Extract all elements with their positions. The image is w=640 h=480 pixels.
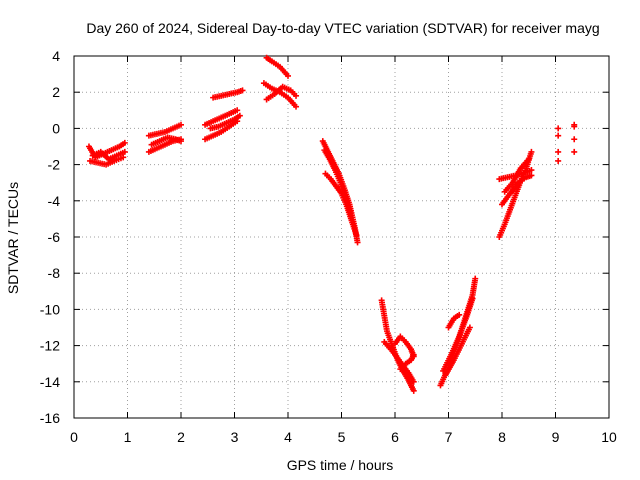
ticks: 0 1 2 3 4 5 6 7 8 9 10 -16 -14 -12 -10 -8 -6 -4 -2 0 2 4 bbox=[40, 48, 617, 445]
y-tick-label: 2 bbox=[52, 84, 60, 100]
x-tick-label: 6 bbox=[391, 429, 399, 445]
x-tick-label: 7 bbox=[445, 429, 453, 445]
x-tick-label: 0 bbox=[70, 429, 78, 445]
data-point-marker bbox=[348, 212, 355, 219]
data-point-marker bbox=[555, 132, 562, 139]
data-point-marker bbox=[472, 275, 479, 282]
data-point-marker bbox=[293, 92, 300, 99]
x-tick-label: 3 bbox=[231, 429, 239, 445]
data-point-marker bbox=[555, 148, 562, 155]
y-tick-label: -8 bbox=[48, 265, 61, 281]
grid bbox=[74, 56, 609, 418]
data-point-marker bbox=[236, 112, 243, 119]
y-tick-label: -2 bbox=[48, 157, 61, 173]
x-tick-label: 2 bbox=[177, 429, 185, 445]
data-point-marker bbox=[234, 107, 241, 114]
y-axis-label: SDTVAR / TECUs bbox=[5, 182, 21, 294]
y-tick-label: 0 bbox=[52, 120, 60, 136]
data-point-marker bbox=[571, 123, 578, 130]
y-tick-label: -10 bbox=[40, 301, 60, 317]
data-point-marker bbox=[469, 295, 476, 302]
data-point-marker bbox=[528, 172, 535, 179]
data-point-marker bbox=[555, 125, 562, 132]
y-tick-label: 4 bbox=[52, 48, 60, 64]
x-tick-label: 4 bbox=[284, 429, 292, 445]
data-point-marker bbox=[466, 324, 473, 331]
data-point-marker bbox=[354, 239, 361, 246]
data-point-marker bbox=[410, 387, 417, 394]
data-point-marker bbox=[178, 121, 184, 128]
x-tick-label: 5 bbox=[338, 429, 346, 445]
data-point-marker bbox=[525, 156, 532, 163]
data-point-marker bbox=[528, 148, 535, 155]
y-tick-label: -4 bbox=[48, 193, 61, 209]
x-axis-label: GPS time / hours bbox=[287, 457, 394, 473]
data-point-marker bbox=[410, 378, 417, 385]
data-point-marker bbox=[571, 136, 578, 143]
y-tick-label: -12 bbox=[40, 338, 60, 354]
data-point-marker bbox=[456, 311, 463, 318]
y-tick-label: -16 bbox=[40, 410, 60, 426]
data-point-marker bbox=[571, 148, 578, 155]
x-tick-label: 9 bbox=[552, 429, 560, 445]
data-point-marker bbox=[528, 167, 535, 174]
x-tick-label: 8 bbox=[498, 429, 506, 445]
data-point-marker bbox=[353, 232, 360, 239]
x-tick-label: 1 bbox=[124, 429, 132, 445]
data-point-marker bbox=[410, 351, 417, 358]
data-point-marker bbox=[555, 157, 562, 164]
data-point-marker bbox=[293, 103, 300, 110]
x-tick-label: 10 bbox=[601, 429, 617, 445]
data-points bbox=[85, 54, 578, 394]
data-point-marker bbox=[239, 87, 246, 94]
data-point-marker bbox=[121, 139, 128, 146]
data-point-marker bbox=[178, 138, 184, 145]
data-point-marker bbox=[285, 72, 291, 79]
y-tick-label: -14 bbox=[40, 374, 60, 390]
y-tick-label: -6 bbox=[48, 229, 61, 245]
data-point-marker bbox=[121, 148, 128, 155]
chart-title: Day 260 of 2024, Sidereal Day-to-day VTE… bbox=[86, 20, 599, 36]
